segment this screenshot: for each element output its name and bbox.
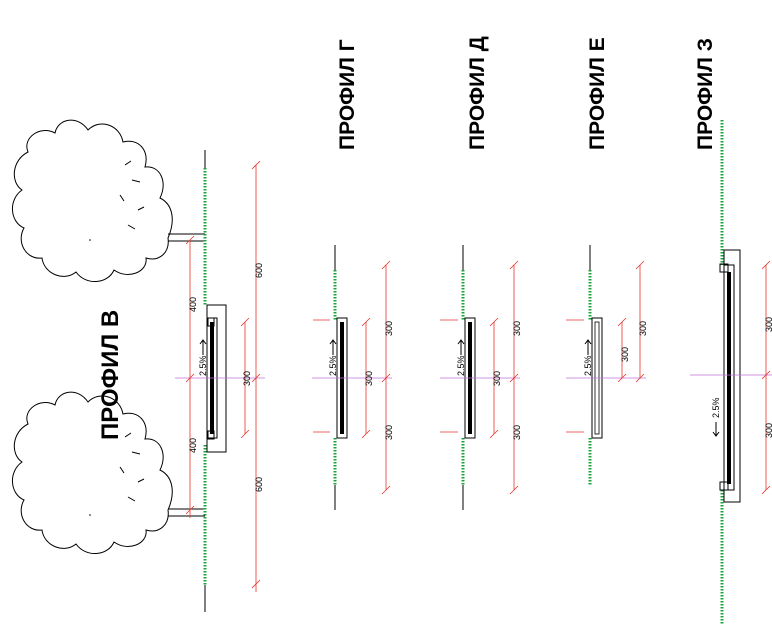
dim-center-d: 300: [492, 371, 502, 386]
dim-outer-top-z: 300: [764, 317, 772, 332]
dim-mid-bottom-v: 400: [188, 438, 198, 453]
curb-bottom-z: [719, 481, 729, 491]
dim-line-inner: [240, 317, 250, 439]
dim-line-outer: [251, 160, 261, 592]
edge-marks-d: [440, 319, 458, 433]
dim-line-outer-z: [761, 260, 771, 495]
slope-arrow-d: [457, 339, 465, 355]
slope-label-g: 2.5%: [328, 355, 338, 376]
dim-outer-top-g: 300: [384, 321, 394, 336]
pavement-base-z: [723, 249, 741, 503]
slope-label-z: 2.5%: [711, 397, 721, 418]
dim-center-v: 300: [242, 371, 252, 386]
slope-arrow-e: [584, 339, 592, 355]
title-profile-g: ПРОФИЛ Г: [336, 39, 359, 150]
profile-d: 2.5% 300 300 300 ПРОФИЛ Д: [440, 36, 522, 510]
slope-label-e: 2.5%: [583, 355, 593, 376]
edge-marks-g: [313, 319, 330, 433]
trunk-bottom: [168, 508, 205, 517]
dim-outer-bottom-g: 300: [384, 425, 394, 440]
dim-outer-top-v: 600: [254, 263, 264, 278]
dim-center-g: 300: [364, 371, 374, 386]
title-profile-z: ПРОФИЛ З: [694, 38, 717, 150]
slope-arrow-g: [329, 339, 337, 355]
slope-label-d: 2.5%: [456, 355, 466, 376]
pavement-slab-z: [723, 264, 735, 491]
dim-outer-top-d: 300: [512, 321, 522, 336]
dim-line-outer-d: [509, 260, 519, 495]
dim-outer-bottom-d: 300: [512, 425, 522, 440]
tree-bottom: [12, 391, 173, 554]
dim-line-inner-e: [617, 317, 627, 383]
slope-label-v: 2.5%: [198, 355, 208, 376]
curb-top: [207, 317, 215, 327]
dim-right-e: 300: [638, 321, 648, 336]
profile-z: 2.5% 300 300 ПРОФИЛ З: [690, 38, 772, 625]
dim-line-inner-g: [361, 317, 371, 439]
slope-arrow-v: [199, 339, 207, 355]
edge-marks-e: [566, 319, 584, 433]
dim-outer-bottom-z: 300: [764, 423, 772, 438]
pavement-layer-z: [727, 272, 731, 484]
profile-e: 2.5% 300 300 ПРОФИЛ Е: [566, 37, 648, 485]
curb-top-z: [719, 263, 729, 273]
profile-g: 2.5% 300 300 300 ПРОФИЛ Г: [312, 39, 394, 510]
tree-top: [12, 119, 173, 282]
dim-line-outer-g: [381, 260, 391, 495]
dim-mid-top-v: 400: [188, 297, 198, 312]
title-profile-v: ПРОФИЛ В: [97, 310, 124, 440]
profile-v: 2.5% 600 600 400 400 300 ПРОФИЛ В: [12, 119, 265, 612]
dim-outer-bottom-v: 600: [254, 477, 264, 492]
title-profile-d: ПРОФИЛ Д: [466, 36, 489, 150]
dim-center-e: 300: [620, 347, 630, 362]
trunk-top: [168, 233, 205, 242]
slope-arrow-z: [712, 422, 720, 437]
dim-line-right-e: [635, 260, 645, 383]
curb-bottom: [207, 430, 215, 440]
title-profile-e: ПРОФИЛ Е: [586, 37, 609, 150]
dim-line-inner-d: [489, 317, 499, 439]
dim-line-mid: [185, 235, 195, 518]
